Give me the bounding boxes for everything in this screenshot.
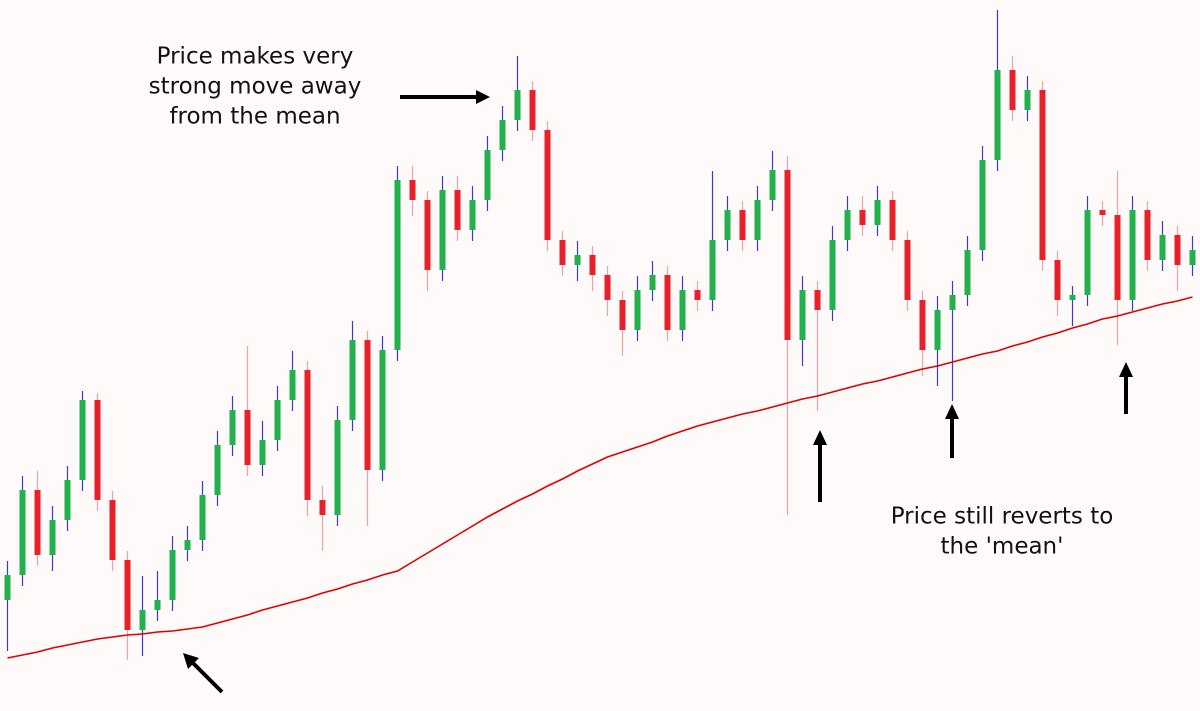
candle-body [319, 500, 326, 515]
candle-body [1144, 210, 1151, 260]
candle-body [1009, 70, 1016, 110]
arrows [183, 90, 1133, 694]
annotation-text: strong move away [149, 74, 362, 100]
candle-body [619, 300, 626, 330]
candle-body [439, 190, 446, 270]
annotation-text: Price makes very [157, 44, 354, 70]
candle-body [1054, 260, 1061, 300]
candle-body [304, 370, 311, 500]
candle-body [169, 550, 176, 600]
candle-body [1024, 90, 1031, 110]
candle-body [1174, 235, 1181, 265]
candle-body [229, 410, 236, 445]
candle-body [589, 255, 596, 275]
arrow [190, 660, 224, 694]
candle-body [994, 70, 1001, 160]
moving-average-line [7, 296, 1193, 659]
candle-body [1114, 215, 1121, 300]
candle-body [1084, 210, 1091, 295]
arrow-head [945, 404, 959, 419]
candle-body [484, 150, 491, 200]
candle-body [364, 340, 371, 470]
candle-body [874, 200, 881, 225]
candle-body [349, 340, 356, 420]
candle-body [979, 160, 986, 250]
candle-body [604, 275, 611, 300]
candle-body [199, 495, 206, 540]
candle-body [289, 370, 296, 400]
candle-body [814, 290, 821, 310]
candle-body [769, 170, 776, 200]
candle-body [664, 275, 671, 330]
arrow-head [813, 430, 827, 445]
candle-body [79, 400, 86, 480]
candle-body [94, 400, 101, 500]
candle-body [709, 240, 716, 300]
candle-body [34, 490, 41, 555]
candle-body [889, 200, 896, 240]
candle-body [529, 90, 536, 130]
candle-body [574, 255, 581, 265]
candle-body [559, 240, 566, 265]
candle-body [64, 480, 71, 520]
plot-area [4, 10, 1196, 660]
candle-body [829, 240, 836, 310]
candle-body [904, 240, 911, 300]
annotations: Price makes very strong move away from the… [149, 44, 1114, 560]
candle-body [454, 190, 461, 230]
candle-body [1159, 235, 1166, 260]
candle-body [19, 490, 26, 575]
candle-body [784, 170, 791, 340]
candle-body [394, 180, 401, 350]
candle-body [949, 295, 956, 310]
candle-body [799, 290, 806, 340]
candle-body [154, 600, 161, 610]
candle-body [739, 210, 746, 240]
candle-body [754, 200, 761, 240]
candle-body [1099, 210, 1106, 215]
candle-body [214, 445, 221, 495]
candle-body [964, 250, 971, 295]
annotation-text: Price still reverts to [891, 504, 1114, 530]
candle-body [49, 520, 56, 555]
candle-body [274, 400, 281, 440]
candle-body [514, 90, 521, 120]
candle-body [109, 500, 116, 560]
candle-body [934, 310, 941, 350]
candle-body [139, 610, 146, 630]
arrow-head [1119, 362, 1133, 377]
candle-body [1069, 295, 1076, 300]
candle-body [634, 290, 641, 330]
candle-body [124, 560, 131, 630]
candle-body [244, 410, 251, 465]
candle-body [1039, 90, 1046, 260]
candle-body [379, 350, 386, 470]
candle-body [1189, 250, 1196, 265]
candle-body [259, 440, 266, 465]
candle-body [4, 575, 11, 600]
candle-body [499, 120, 506, 150]
candle-body [409, 180, 416, 200]
annotation-text: the 'mean' [941, 534, 1064, 560]
candle-body [184, 540, 191, 550]
candle-body [544, 130, 551, 240]
arrow-head [476, 90, 490, 104]
candle-body [694, 290, 701, 300]
annotation-text: from the mean [169, 104, 340, 130]
candle-body [469, 200, 476, 230]
candle-body [679, 290, 686, 330]
candle-body [334, 420, 341, 515]
candle-body [724, 210, 731, 240]
candle-body [859, 210, 866, 225]
candle-body [919, 300, 926, 350]
candle-body [1129, 210, 1136, 300]
candle-body [844, 210, 851, 240]
arrow-head [183, 653, 199, 669]
candle-body [649, 275, 656, 290]
candle-body [424, 200, 431, 270]
